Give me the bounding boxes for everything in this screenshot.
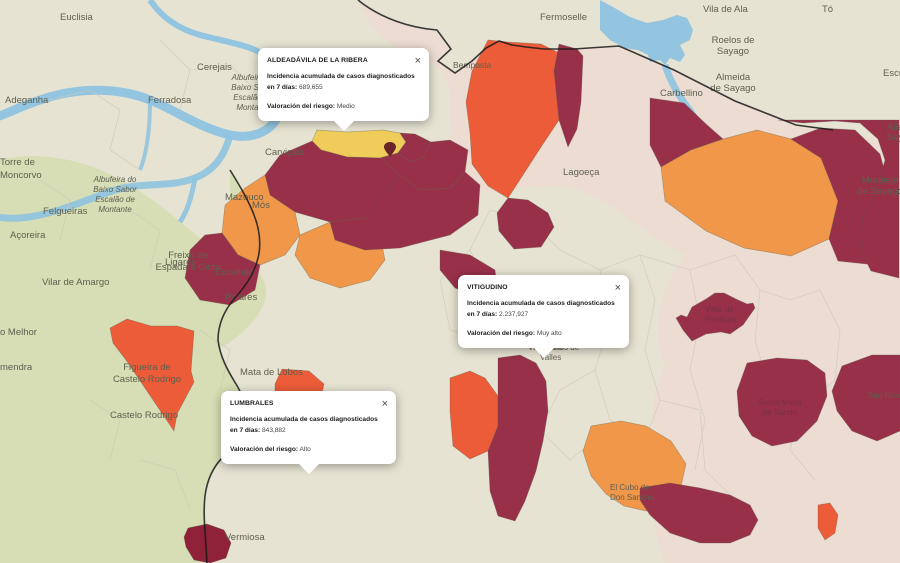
svg-text:Mata de Lobos: Mata de Lobos bbox=[240, 367, 303, 378]
svg-text:Tó: Tó bbox=[822, 4, 833, 15]
svg-text:de Sando: de Sando bbox=[763, 408, 798, 417]
svg-text:Escuadro: Escuadro bbox=[883, 68, 900, 79]
svg-text:Villar de: Villar de bbox=[705, 305, 734, 314]
svg-text:Almeida: Almeida bbox=[716, 72, 751, 83]
svg-text:Poiares: Poiares bbox=[225, 292, 257, 303]
svg-text:Baixo Sabor: Baixo Sabor bbox=[93, 185, 137, 194]
svg-text:Say: Say bbox=[887, 132, 900, 143]
svg-text:Montante: Montante bbox=[98, 205, 132, 214]
svg-text:mendra: mendra bbox=[0, 362, 33, 373]
svg-text:El Cubo de: El Cubo de bbox=[610, 483, 650, 492]
svg-text:Vila de Ala: Vila de Ala bbox=[703, 4, 748, 15]
svg-text:Santa Maria: Santa Maria bbox=[758, 398, 802, 407]
svg-text:Carviçais: Carviçais bbox=[265, 147, 304, 158]
svg-text:Castelo Rodrigo: Castelo Rodrigo bbox=[110, 410, 178, 421]
svg-text:Moraleja: Moraleja bbox=[862, 175, 899, 186]
svg-text:San Nicolas: San Nicolas bbox=[868, 391, 900, 400]
svg-text:Sayago: Sayago bbox=[717, 46, 749, 57]
svg-text:Roelos de: Roelos de bbox=[712, 35, 755, 46]
svg-text:Ligares: Ligares bbox=[165, 257, 196, 268]
svg-text:Carbellino: Carbellino bbox=[660, 88, 703, 99]
svg-text:Figueira de: Figueira de bbox=[123, 362, 171, 373]
svg-text:Vilar de Amargo: Vilar de Amargo bbox=[42, 277, 109, 288]
svg-text:Torre de: Torre de bbox=[0, 157, 35, 168]
svg-text:Ferradosa: Ferradosa bbox=[148, 95, 192, 106]
svg-text:Cerejais: Cerejais bbox=[197, 62, 232, 73]
svg-text:Don Sancho: Don Sancho bbox=[610, 493, 655, 502]
svg-text:Lagoeça: Lagoeça bbox=[563, 167, 600, 178]
svg-text:o Melhor: o Melhor bbox=[0, 327, 37, 338]
svg-text:de Sayago: de Sayago bbox=[857, 186, 900, 197]
svg-text:Fermoselle: Fermoselle bbox=[540, 12, 587, 23]
svg-text:Adeganha: Adeganha bbox=[5, 95, 49, 106]
svg-text:Escalhão: Escalhão bbox=[215, 267, 254, 278]
svg-text:Castelo Rodrigo: Castelo Rodrigo bbox=[113, 374, 181, 385]
svg-text:Felgueiras: Felgueiras bbox=[43, 206, 88, 217]
svg-text:Açoreira: Açoreira bbox=[10, 230, 46, 241]
svg-text:Albufeira do: Albufeira do bbox=[93, 175, 137, 184]
svg-text:Perdices: Perdices bbox=[705, 315, 736, 324]
svg-text:Euclisia: Euclisia bbox=[60, 12, 93, 23]
svg-text:Moncorvo: Moncorvo bbox=[0, 170, 42, 181]
svg-text:Escalão de: Escalão de bbox=[95, 195, 135, 204]
svg-text:Vermiosa: Vermiosa bbox=[225, 532, 265, 543]
